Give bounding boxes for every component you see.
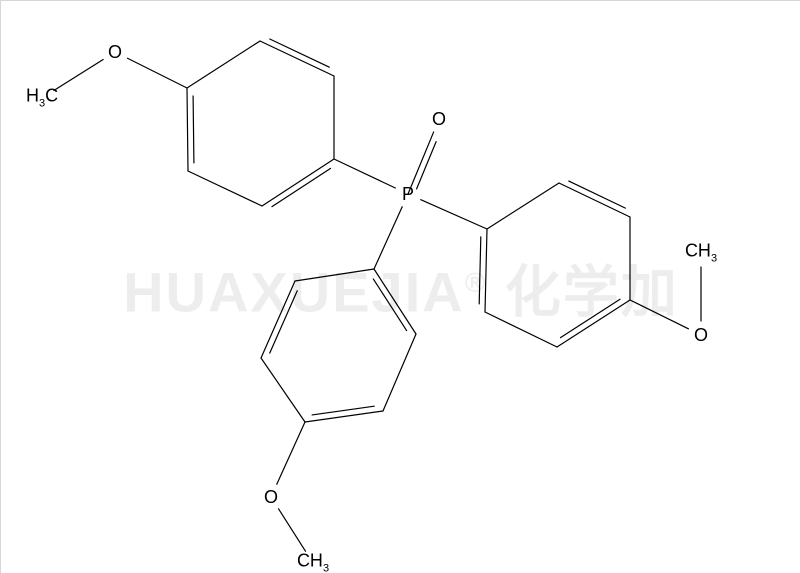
molecule-svg	[1, 1, 800, 573]
atom-OB: O	[694, 326, 708, 344]
atom-OC: O	[264, 488, 278, 506]
diagram-canvas: HUAXUEJIA® 化学加 POOH3COCH3OCH3	[0, 0, 800, 573]
atom-CC: CH3	[297, 552, 329, 573]
atom-CA: H3C	[26, 87, 58, 110]
atom-CB: CH3	[685, 242, 717, 265]
atom-Opo: O	[432, 110, 446, 128]
atom-OA: O	[108, 43, 122, 61]
atom-P: P	[402, 185, 414, 203]
